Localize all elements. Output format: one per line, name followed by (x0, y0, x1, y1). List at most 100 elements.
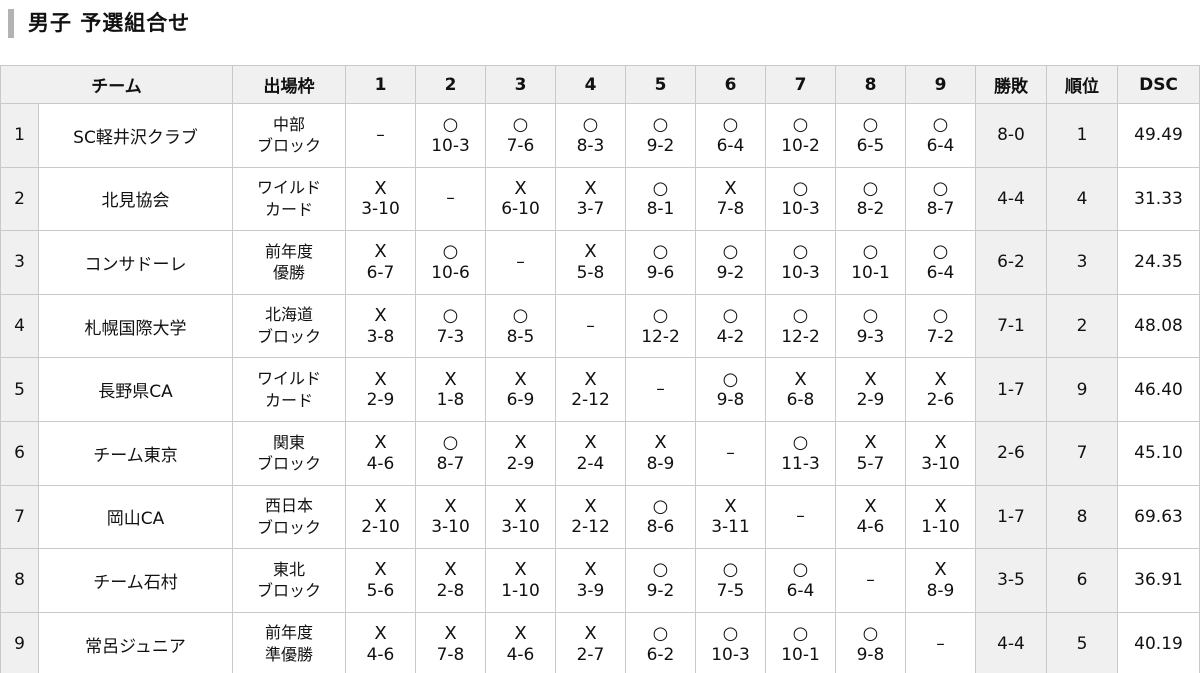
loss-mark: X (514, 368, 527, 390)
loss-mark: X (584, 432, 597, 454)
game-score: 12-2 (641, 326, 680, 347)
dsc-value: 40.19 (1117, 611, 1200, 673)
game-result-cell: ○ 9-2 (695, 230, 766, 295)
table-row: 8 チーム石村 東北 ブロック X 5-6 X 2-8 X 1-10 X 3-9 ○ 9-2 ○ 7-5 ○ 6… (0, 548, 1200, 613)
win-mark: ○ (792, 305, 809, 327)
game-result-cell: ○ 10-3 (765, 166, 836, 232)
game-score: 1-10 (921, 517, 960, 538)
game-result-cell: X 6-8 (765, 357, 836, 422)
standings-body: 1 SC軽井沢クラブ 中部 ブロック – ○ 10-3 ○ 7-6 ○ 8-3 ○ 9-2 ○ 6-4 ○ 1… (0, 103, 1200, 673)
loss-mark: X (934, 432, 947, 454)
game-result-cell: ○ 9-6 (625, 230, 696, 295)
game-score: 6-4 (716, 135, 745, 156)
loss-mark: X (584, 177, 597, 199)
rank: 4 (1046, 166, 1118, 232)
qualification-slot: ワイルド カード (232, 166, 346, 232)
game-result-cell: X 2-9 (485, 420, 556, 486)
game-score: 2-4 (576, 453, 605, 474)
loss-mark: X (864, 368, 877, 390)
row-number: 7 (0, 484, 39, 550)
qualification-slot: 北海道 ブロック (232, 293, 346, 359)
dsc-value: 46.40 (1117, 357, 1200, 422)
dsc-value: 45.10 (1117, 420, 1200, 486)
col-header-game-9: 9 (905, 65, 976, 104)
col-header-game-2: 2 (415, 65, 486, 104)
win-loss-record: 1-7 (975, 357, 1047, 422)
game-result-cell: X 3-8 (345, 293, 416, 359)
loss-mark: X (584, 495, 597, 517)
col-header-game-7: 7 (765, 65, 836, 104)
game-score: 8-9 (926, 580, 955, 601)
loss-mark: X (444, 623, 457, 645)
win-mark: ○ (792, 623, 809, 645)
win-mark: ○ (442, 432, 459, 454)
game-score: 10-3 (711, 644, 750, 665)
game-score: 6-4 (786, 580, 815, 601)
game-score: 1-8 (436, 390, 465, 411)
game-score: 8-2 (856, 199, 885, 220)
dsc-value: 31.33 (1117, 166, 1200, 232)
team-name: 長野県CA (38, 357, 233, 422)
game-score: 6-2 (646, 644, 675, 665)
game-result-cell: – (415, 166, 486, 232)
win-mark: ○ (862, 305, 879, 327)
game-result-cell: – (835, 548, 906, 613)
win-mark: ○ (932, 241, 949, 263)
game-result-cell: ○ 10-3 (415, 103, 486, 168)
game-score: 3-10 (361, 199, 400, 220)
game-score: 8-9 (646, 453, 675, 474)
game-result-cell: X 2-9 (835, 357, 906, 422)
dsc-value: 48.08 (1117, 293, 1200, 359)
loss-mark: X (864, 495, 877, 517)
game-score: 3-7 (576, 199, 605, 220)
game-result-cell: X 4-6 (835, 484, 906, 550)
game-score: 4-6 (856, 517, 885, 538)
game-score: 6-4 (926, 135, 955, 156)
game-result-cell: – (345, 103, 416, 168)
win-mark: ○ (722, 559, 739, 581)
game-score: 8-7 (926, 199, 955, 220)
self-match-dash: – (376, 124, 385, 145)
game-score: 6-8 (786, 390, 815, 411)
game-score: 4-6 (366, 453, 395, 474)
table-row: 2 北見協会 ワイルド カード X 3-10– X 6-10 X 3-7 ○ 8-1 X 7-8 ○ 10-… (0, 166, 1200, 232)
win-mark: ○ (862, 114, 879, 136)
game-result-cell: ○ 8-7 (415, 420, 486, 486)
game-result-cell: – (765, 484, 836, 550)
game-result-cell: ○ 10-1 (835, 230, 906, 295)
rank: 5 (1046, 611, 1118, 673)
win-mark: ○ (442, 305, 459, 327)
win-mark: ○ (652, 559, 669, 581)
self-match-dash: – (796, 506, 805, 527)
row-number: 9 (0, 611, 39, 673)
win-mark: ○ (792, 114, 809, 136)
game-result-cell: ○ 7-5 (695, 548, 766, 613)
win-loss-record: 2-6 (975, 420, 1047, 486)
game-result-cell: ○ 8-2 (835, 166, 906, 232)
game-score: 6-4 (926, 262, 955, 283)
loss-mark: X (374, 177, 387, 199)
game-result-cell: ○ 9-2 (625, 103, 696, 168)
game-result-cell: X 3-9 (555, 548, 626, 613)
game-score: 9-2 (646, 135, 675, 156)
game-score: 4-6 (506, 644, 535, 665)
win-mark: ○ (792, 432, 809, 454)
game-result-cell: – (555, 293, 626, 359)
col-header-game-3: 3 (485, 65, 556, 104)
win-mark: ○ (792, 559, 809, 581)
col-header-game-4: 4 (555, 65, 626, 104)
team-name: 北見協会 (38, 166, 233, 232)
loss-mark: X (374, 305, 387, 327)
game-score: 5-6 (366, 580, 395, 601)
loss-mark: X (374, 495, 387, 517)
team-name: 岡山CA (38, 484, 233, 550)
game-result-cell: X 2-9 (345, 357, 416, 422)
game-score: 2-6 (926, 390, 955, 411)
team-name: SC軽井沢クラブ (38, 103, 233, 168)
game-result-cell: X 2-12 (555, 484, 626, 550)
table-row: 6 チーム東京 関東 ブロック X 4-6 ○ 8-7 X 2-9 X 2-4 X 8-9– ○ 11-3 X… (0, 420, 1200, 486)
col-header-game-5: 5 (625, 65, 696, 104)
game-result-cell: ○ 8-7 (905, 166, 976, 232)
self-match-dash: – (866, 569, 875, 590)
qualification-slot: 東北 ブロック (232, 548, 346, 613)
